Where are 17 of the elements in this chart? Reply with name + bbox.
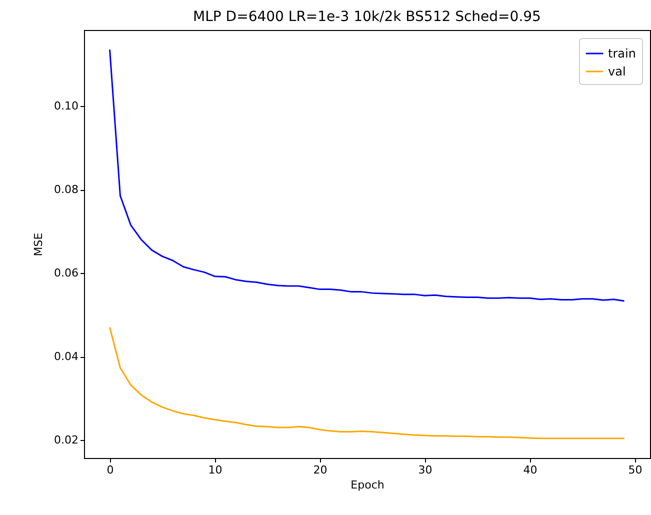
x-tick-label: 50 [628, 464, 642, 476]
line-series [108, 326, 626, 440]
x-tick-label: 20 [313, 464, 328, 476]
legend-label: val [608, 64, 626, 78]
y-tick-label: 0.06 [54, 266, 78, 280]
y-axis-title: MSE [32, 232, 46, 256]
x-tick-label: 10 [208, 464, 222, 476]
x-axis-title: Epoch [350, 478, 384, 492]
legend-label: train [608, 46, 636, 60]
y-tick-label: 0.04 [54, 350, 78, 364]
y-tick-label: 0.02 [54, 434, 78, 447]
chart-title: MLP D=6400 LR=1e-3 10k/2k BS512 Sched=0.95 [193, 9, 541, 25]
y-tick-label: 0.10 [54, 99, 78, 112]
x-tick-label: 0 [106, 464, 114, 476]
x-tick-label: 30 [418, 464, 432, 476]
x-tick-label: 40 [523, 464, 538, 476]
y-tick-label: 0.08 [54, 183, 78, 196]
